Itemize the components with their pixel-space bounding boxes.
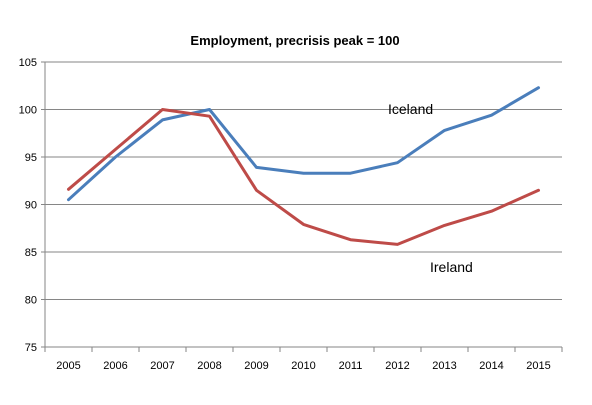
y-tick-label-80: 80 — [25, 295, 37, 307]
x-tick-labels: 2005 2006 2007 2008 2009 2010 2011 2012 2013 2014… — [56, 360, 550, 372]
y-tick-label-100: 100 — [19, 105, 37, 117]
x-tick-label-2010: 2010 — [291, 360, 315, 372]
x-tick-label-2014: 2014 — [479, 360, 503, 372]
y-tick-label-75: 75 — [25, 342, 37, 354]
x-tick-label-2012: 2012 — [385, 360, 409, 372]
y-tick-label-95: 95 — [25, 152, 37, 164]
y-tick-label-90: 90 — [25, 200, 37, 212]
x-tick-label-2011: 2011 — [339, 360, 363, 372]
axes — [41, 61, 563, 352]
series-lines — [67, 86, 540, 246]
x-tick-label-2013: 2013 — [432, 360, 456, 372]
y-tick-label-85: 85 — [25, 247, 37, 259]
x-tick-label-2007: 2007 — [150, 360, 174, 372]
gridlines — [45, 61, 562, 300]
x-tick-label-2005: 2005 — [56, 360, 80, 372]
x-tick-label-2015: 2015 — [526, 360, 550, 372]
y-tick-label-105: 105 — [19, 57, 37, 69]
series-line-iceland — [67, 86, 540, 202]
x-tick-label-2008: 2008 — [197, 360, 221, 372]
x-tick-label-2009: 2009 — [244, 360, 268, 372]
series-line-ireland — [67, 108, 540, 246]
series-label-iceland: Iceland — [388, 101, 433, 117]
chart-title: Employment, precrisis peak = 100 — [190, 33, 399, 48]
series-label-ireland: Ireland — [430, 259, 473, 275]
y-tick-labels: 75 80 85 90 95 100 105 — [19, 57, 37, 354]
x-tick-label-2006: 2006 — [103, 360, 127, 372]
